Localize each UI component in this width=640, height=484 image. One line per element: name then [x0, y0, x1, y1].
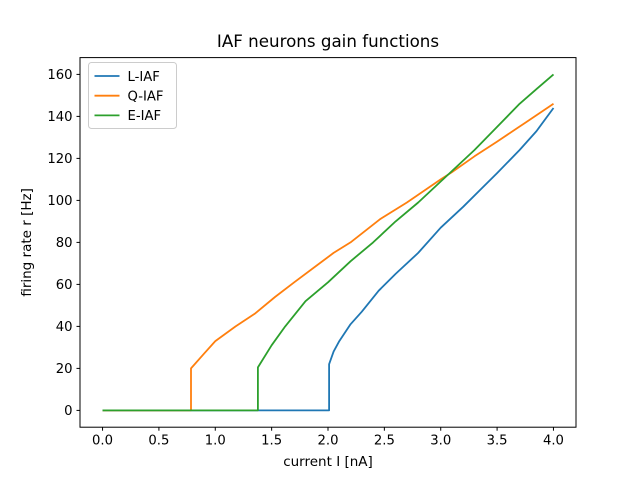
series-line-e-iaf	[102, 73, 555, 412]
y-axis-label: firing rate r [Hz]	[19, 188, 35, 297]
series-line-l-iaf	[102, 107, 555, 412]
y-tick-label: 160	[47, 68, 72, 83]
y-tick-label: 0	[64, 404, 72, 419]
y-tick-label: 40	[56, 320, 73, 335]
x-tick-label: 0.0	[92, 434, 113, 449]
y-tick-label: 80	[56, 236, 73, 251]
legend-label-e-iaf: E-IAF	[128, 109, 162, 124]
y-tick-label: 100	[47, 194, 72, 209]
legend-box	[88, 62, 177, 129]
x-tick-label: 0.5	[148, 434, 169, 449]
x-tick-label: 1.0	[205, 434, 226, 449]
y-tick-label: 60	[56, 278, 73, 293]
x-tick-label: 1.5	[261, 434, 282, 449]
legend-label-l-iaf: L-IAF	[128, 70, 160, 85]
legend: L-IAF Q-IAF E-IAF	[88, 62, 177, 129]
y-tick-label: 140	[47, 110, 72, 125]
chart-title: IAF neurons gain functions	[217, 31, 439, 51]
y-tick-label: 20	[56, 362, 73, 377]
x-tick-label: 2.0	[318, 434, 339, 449]
legend-label-q-iaf: Q-IAF	[128, 90, 164, 105]
x-tick-label: 3.0	[430, 434, 451, 449]
x-tick-label: 3.5	[487, 434, 508, 449]
x-tick-label: 2.5	[374, 434, 395, 449]
x-axis-label: current I [nA]	[283, 454, 373, 470]
series-line-q-iaf	[102, 103, 555, 412]
y-tick-label: 120	[47, 152, 72, 167]
x-tick-label: 4.0	[543, 434, 564, 449]
